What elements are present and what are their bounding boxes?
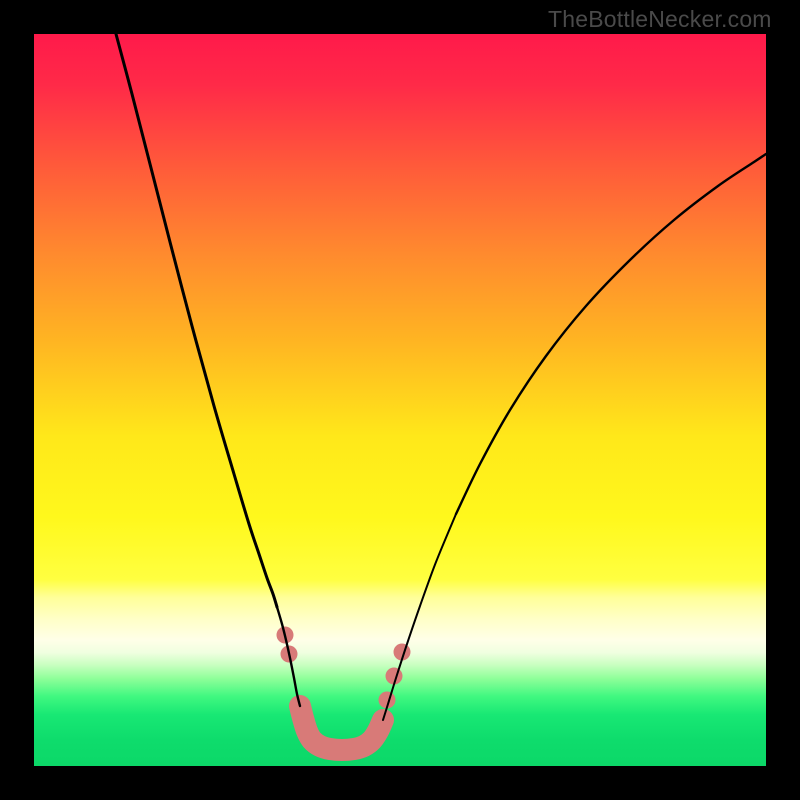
plot-area bbox=[34, 34, 766, 766]
curve-left-upper bbox=[116, 34, 277, 607]
canvas-root: TheBottleNecker.com bbox=[0, 0, 800, 800]
dots-right bbox=[379, 644, 411, 709]
watermark-text: TheBottleNecker.com bbox=[548, 6, 772, 33]
valley-highlight bbox=[300, 706, 383, 750]
curve-right-upper bbox=[456, 154, 766, 514]
curve-right-lower bbox=[383, 514, 456, 720]
curves-layer bbox=[34, 34, 766, 766]
